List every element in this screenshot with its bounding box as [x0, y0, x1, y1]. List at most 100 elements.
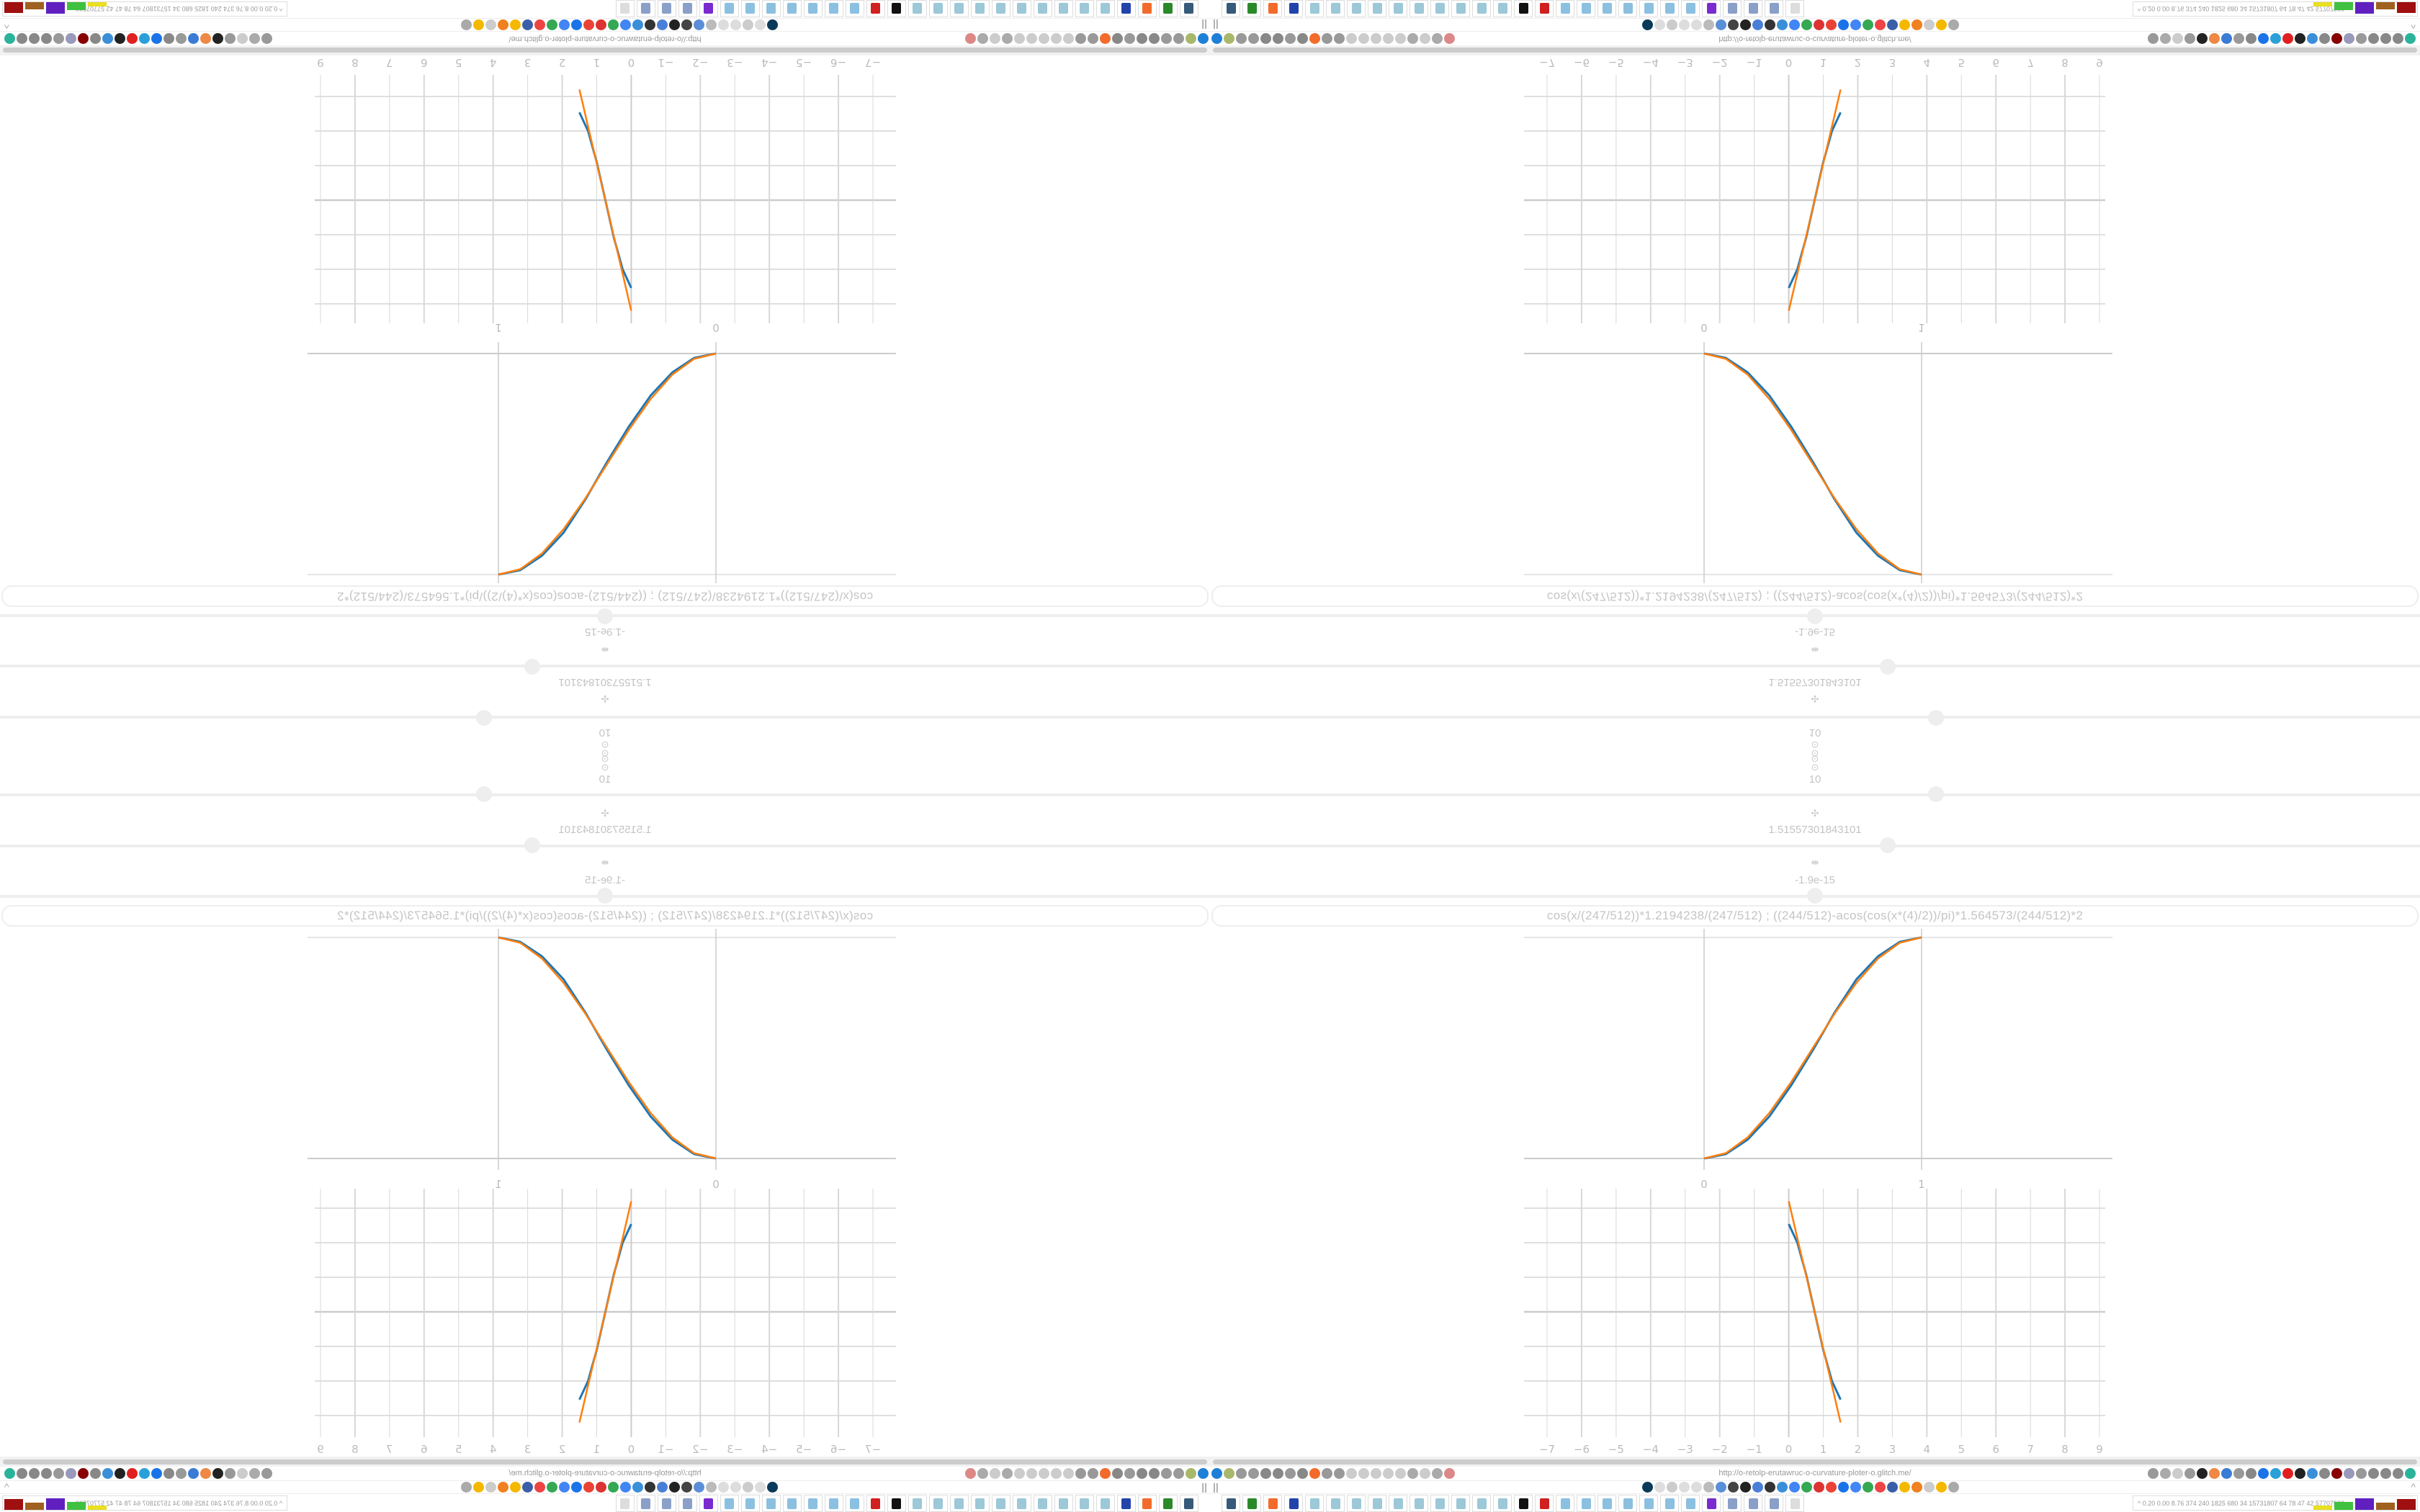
taskbar-notepad[interactable] [908, 0, 927, 17]
taskbar-notepad[interactable] [1054, 1495, 1073, 1512]
ublock-icon[interactable] [78, 33, 89, 44]
hourglass-icon[interactable] [1948, 1482, 1959, 1493]
mouse-icon[interactable] [176, 33, 187, 44]
bookmark-icon[interactable] [1740, 19, 1751, 30]
taskbar-terminal[interactable] [1242, 0, 1261, 17]
taskbar-calculator[interactable] [1681, 0, 1700, 17]
gear-icon[interactable] [163, 33, 174, 44]
taskbar-notepad[interactable] [1075, 1495, 1094, 1512]
wrench-icon[interactable] [29, 33, 40, 44]
taskbar-app-purple[interactable] [699, 0, 718, 17]
star-icon[interactable] [2160, 1468, 2171, 1479]
bookmark-icon[interactable] [596, 19, 606, 30]
taskbar-firefox[interactable] [1263, 0, 1282, 17]
collapse-button[interactable]: ^ [2411, 1481, 2416, 1493]
taskbar-floppy-64[interactable] [1284, 0, 1303, 17]
headphones-icon[interactable] [1260, 1468, 1271, 1479]
taskbar-calculator[interactable] [1618, 0, 1637, 17]
taskbar-notepad[interactable] [1368, 0, 1386, 17]
puzzle-icon[interactable] [2368, 1468, 2379, 1479]
upload-icon[interactable] [139, 33, 150, 44]
taskbar-document[interactable] [637, 1495, 655, 1512]
taskbar-document[interactable] [1744, 0, 1762, 17]
taskbar-document[interactable] [1765, 0, 1783, 17]
taskbar-system-settings[interactable] [1180, 0, 1198, 17]
star-icon[interactable] [249, 33, 260, 44]
taskbar-calculator[interactable] [846, 0, 864, 17]
taskbar-calculator[interactable] [741, 0, 760, 17]
taskbar-notepad[interactable] [992, 1495, 1010, 1512]
taskbar-app-purple[interactable] [699, 1495, 718, 1512]
bookmark-icon[interactable] [669, 19, 680, 30]
bookmark-icon[interactable] [767, 1482, 778, 1493]
scrollbar-thumb[interactable] [3, 1459, 1207, 1464]
steps-slider[interactable] [1210, 786, 2420, 802]
gear-icon[interactable] [1322, 1468, 1332, 1479]
firefox-icon[interactable] [1309, 1468, 1320, 1479]
status-dot-icon[interactable] [2405, 33, 2416, 44]
taskbar-calculator[interactable] [720, 1495, 739, 1512]
battery-icon[interactable] [2319, 33, 2330, 44]
wrench-icon[interactable] [2380, 33, 2391, 44]
bookmark-icon[interactable] [755, 19, 766, 30]
bookmark-icon[interactable] [1936, 1482, 1947, 1493]
dot-icon[interactable] [1395, 1468, 1406, 1479]
bookmark-icon[interactable] [1899, 19, 1910, 30]
trash-icon[interactable] [115, 33, 125, 44]
bookmark-icon[interactable] [1679, 1482, 1690, 1493]
bookmark-icon[interactable] [657, 1482, 668, 1493]
bookmark-icon[interactable] [522, 1482, 533, 1493]
taskbar-app-red[interactable] [1535, 1495, 1554, 1512]
horizontal-scrollbar[interactable] [1210, 1457, 2420, 1467]
google-icon[interactable] [559, 1482, 570, 1493]
taskbar-document[interactable] [678, 0, 697, 17]
google-icon[interactable] [1801, 19, 1812, 30]
pause-button[interactable]: || [1213, 19, 1219, 31]
taskbar-app-red[interactable] [1535, 0, 1554, 17]
horizontal-scrollbar[interactable] [0, 1457, 1210, 1467]
taskbar-notepad[interactable] [971, 0, 990, 17]
taskbar-notepad[interactable] [1096, 1495, 1115, 1512]
ublock-icon[interactable] [78, 1468, 89, 1479]
reload-icon[interactable] [225, 1468, 236, 1479]
bookmark-icon[interactable] [1887, 19, 1898, 30]
globe-icon[interactable] [2356, 33, 2367, 44]
taskbar-document[interactable] [1744, 1495, 1762, 1512]
forward-arrow-icon[interactable] [2172, 1468, 2183, 1479]
taskbar-calculator[interactable] [762, 1495, 781, 1512]
taskbar-notepad[interactable] [1389, 0, 1407, 17]
wikipedia-icon[interactable] [1728, 1482, 1739, 1493]
cc-icon[interactable] [743, 1482, 753, 1493]
globe-icon[interactable] [1248, 1468, 1259, 1479]
wikipedia-icon[interactable] [681, 1482, 692, 1493]
bookmark-icon[interactable] [498, 19, 508, 30]
taskbar-app-red[interactable] [866, 1495, 885, 1512]
headphones-icon[interactable] [1273, 1468, 1283, 1479]
taskbar-notepad[interactable] [1472, 1495, 1491, 1512]
taskbar-notepad[interactable] [1034, 0, 1052, 17]
bookmark-icon[interactable] [510, 1482, 521, 1493]
reload-icon[interactable] [2184, 33, 2195, 44]
translate-icon[interactable] [2221, 33, 2232, 44]
bookmark-icon[interactable] [767, 19, 778, 30]
scrollbar-thumb[interactable] [1213, 48, 2417, 53]
gear-icon[interactable] [2246, 33, 2257, 44]
reload-icon[interactable] [2184, 1468, 2195, 1479]
translate-icon[interactable] [261, 33, 272, 44]
formula-input[interactable]: cos(x/(247/512))*1.2194238/(247/512) ; (… [1211, 905, 2419, 927]
taskbar-app-purple[interactable] [1702, 0, 1721, 17]
taskbar-document[interactable] [658, 0, 676, 17]
horizontal-scrollbar[interactable] [0, 45, 1210, 55]
google-icon[interactable] [620, 1482, 631, 1493]
globe-icon[interactable] [1334, 1468, 1345, 1479]
taskbar-notepad[interactable] [908, 1495, 927, 1512]
trash-icon[interactable] [2295, 33, 2305, 44]
record-icon[interactable] [2282, 33, 2293, 44]
taskbar-document[interactable] [1765, 1495, 1783, 1512]
taskbar-terminal[interactable] [1159, 1495, 1178, 1512]
pause-button[interactable]: || [1201, 1481, 1207, 1493]
collapse-button[interactable]: ^ [4, 1481, 9, 1493]
status-dot-icon[interactable] [2405, 1468, 2416, 1479]
taskbar-notepad[interactable] [950, 0, 969, 17]
taskbar-calculator[interactable] [1660, 0, 1679, 17]
